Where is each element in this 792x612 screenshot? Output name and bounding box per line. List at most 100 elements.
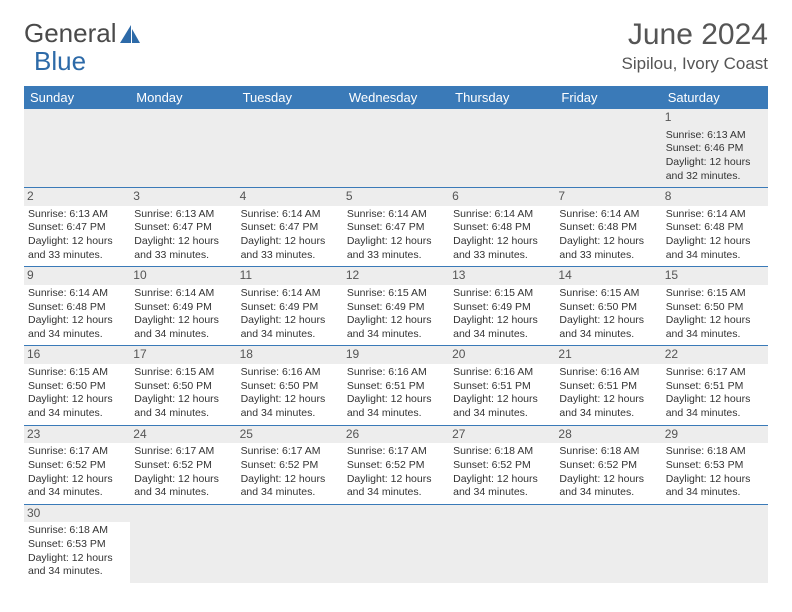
daylight1-text: Daylight: 12 hours [347, 393, 445, 407]
day-number: 3 [130, 188, 236, 206]
brand-logo: General [24, 18, 139, 49]
daylight2-text: and 34 minutes. [666, 249, 764, 263]
day-number: 24 [130, 426, 236, 444]
daylight1-text: Daylight: 12 hours [453, 473, 551, 487]
sunset-text: Sunset: 6:50 PM [28, 380, 126, 394]
sunset-text: Sunset: 6:49 PM [134, 301, 232, 315]
day-header: Saturday [662, 86, 768, 109]
sunset-text: Sunset: 6:51 PM [347, 380, 445, 394]
daylight2-text: and 34 minutes. [28, 407, 126, 421]
sunset-text: Sunset: 6:50 PM [666, 301, 764, 315]
day-cell [24, 109, 130, 188]
daylight2-text: and 34 minutes. [241, 486, 339, 500]
brand-text-general: General [24, 18, 117, 49]
sunrise-text: Sunrise: 6:14 AM [347, 208, 445, 222]
sunrise-text: Sunrise: 6:15 AM [28, 366, 126, 380]
sunrise-text: Sunrise: 6:16 AM [347, 366, 445, 380]
daylight1-text: Daylight: 12 hours [241, 314, 339, 328]
sunset-text: Sunset: 6:48 PM [666, 221, 764, 235]
day-cell [130, 109, 236, 188]
sunset-text: Sunset: 6:52 PM [453, 459, 551, 473]
week-row: 30Sunrise: 6:18 AMSunset: 6:53 PMDayligh… [24, 504, 768, 583]
daylight2-text: and 34 minutes. [666, 328, 764, 342]
daylight2-text: and 34 minutes. [559, 328, 657, 342]
daylight2-text: and 32 minutes. [666, 170, 764, 184]
daylight1-text: Daylight: 12 hours [559, 235, 657, 249]
sunset-text: Sunset: 6:51 PM [559, 380, 657, 394]
day-cell: 22Sunrise: 6:17 AMSunset: 6:51 PMDayligh… [662, 346, 768, 425]
sunset-text: Sunset: 6:51 PM [453, 380, 551, 394]
day-number: 26 [343, 426, 449, 444]
day-cell: 13Sunrise: 6:15 AMSunset: 6:49 PMDayligh… [449, 267, 555, 346]
sunset-text: Sunset: 6:48 PM [559, 221, 657, 235]
day-number: 4 [237, 188, 343, 206]
day-cell: 1Sunrise: 6:13 AMSunset: 6:46 PMDaylight… [662, 109, 768, 188]
day-number: 6 [449, 188, 555, 206]
day-cell: 30Sunrise: 6:18 AMSunset: 6:53 PMDayligh… [24, 504, 130, 583]
day-number: 21 [555, 346, 661, 364]
brand-text-blue: Blue [34, 46, 86, 77]
sunset-text: Sunset: 6:47 PM [241, 221, 339, 235]
day-cell [555, 109, 661, 188]
day-number: 11 [237, 267, 343, 285]
sunrise-text: Sunrise: 6:14 AM [28, 287, 126, 301]
day-number: 7 [555, 188, 661, 206]
day-cell: 12Sunrise: 6:15 AMSunset: 6:49 PMDayligh… [343, 267, 449, 346]
month-title: June 2024 [622, 18, 768, 52]
sunrise-text: Sunrise: 6:16 AM [453, 366, 551, 380]
day-number: 10 [130, 267, 236, 285]
sunrise-text: Sunrise: 6:17 AM [347, 445, 445, 459]
day-cell: 5Sunrise: 6:14 AMSunset: 6:47 PMDaylight… [343, 188, 449, 267]
sunset-text: Sunset: 6:52 PM [559, 459, 657, 473]
daylight2-text: and 34 minutes. [241, 328, 339, 342]
day-cell [130, 504, 236, 583]
daylight1-text: Daylight: 12 hours [241, 393, 339, 407]
daylight2-text: and 34 minutes. [666, 486, 764, 500]
sunset-text: Sunset: 6:49 PM [453, 301, 551, 315]
day-cell: 15Sunrise: 6:15 AMSunset: 6:50 PMDayligh… [662, 267, 768, 346]
daylight2-text: and 34 minutes. [134, 407, 232, 421]
day-number: 17 [130, 346, 236, 364]
day-cell: 4Sunrise: 6:14 AMSunset: 6:47 PMDaylight… [237, 188, 343, 267]
sunrise-text: Sunrise: 6:13 AM [134, 208, 232, 222]
day-header: Wednesday [343, 86, 449, 109]
day-number: 25 [237, 426, 343, 444]
day-header: Monday [130, 86, 236, 109]
daylight2-text: and 33 minutes. [347, 249, 445, 263]
day-cell: 10 Sunrise: 6:14 AMSunset: 6:49 PMDayligh… [130, 267, 236, 346]
sunset-text: Sunset: 6:50 PM [559, 301, 657, 315]
week-row: 9Sunrise: 6:14 AMSunset: 6:48 PMDaylight… [24, 267, 768, 346]
day-number: 2 [24, 188, 130, 206]
day-cell: 23Sunrise: 6:17 AMSunset: 6:52 PMDayligh… [24, 425, 130, 504]
location-text: Sipilou, Ivory Coast [622, 54, 768, 74]
sunrise-text: Sunrise: 6:16 AM [559, 366, 657, 380]
day-cell: 17Sunrise: 6:15 AMSunset: 6:50 PMDayligh… [130, 346, 236, 425]
sunrise-text: Sunrise: 6:13 AM [666, 129, 764, 143]
day-cell: 26Sunrise: 6:17 AMSunset: 6:52 PMDayligh… [343, 425, 449, 504]
title-block: June 2024 Sipilou, Ivory Coast [622, 18, 768, 74]
sunrise-text: Sunrise: 6:18 AM [453, 445, 551, 459]
sunset-text: Sunset: 6:53 PM [28, 538, 126, 552]
day-number: 13 [449, 267, 555, 285]
sunrise-text: Sunrise: 6:14 AM [134, 287, 232, 301]
daylight1-text: Daylight: 12 hours [134, 314, 232, 328]
day-number: 14 [555, 267, 661, 285]
daylight1-text: Daylight: 12 hours [28, 552, 126, 566]
sunrise-text: Sunrise: 6:16 AM [241, 366, 339, 380]
sunrise-text: Sunrise: 6:17 AM [134, 445, 232, 459]
daylight2-text: and 33 minutes. [134, 249, 232, 263]
day-cell: 19Sunrise: 6:16 AMSunset: 6:51 PMDayligh… [343, 346, 449, 425]
sunrise-text: Sunrise: 6:15 AM [453, 287, 551, 301]
daylight1-text: Daylight: 12 hours [666, 393, 764, 407]
sunset-text: Sunset: 6:51 PM [666, 380, 764, 394]
daylight1-text: Daylight: 12 hours [559, 473, 657, 487]
day-cell: 16Sunrise: 6:15 AMSunset: 6:50 PMDayligh… [24, 346, 130, 425]
day-number: 23 [24, 426, 130, 444]
daylight2-text: and 34 minutes. [28, 328, 126, 342]
day-number: 12 [343, 267, 449, 285]
sunrise-text: Sunrise: 6:17 AM [666, 366, 764, 380]
day-number: 5 [343, 188, 449, 206]
day-number: 18 [237, 346, 343, 364]
daylight1-text: Daylight: 12 hours [666, 156, 764, 170]
day-cell [555, 504, 661, 583]
